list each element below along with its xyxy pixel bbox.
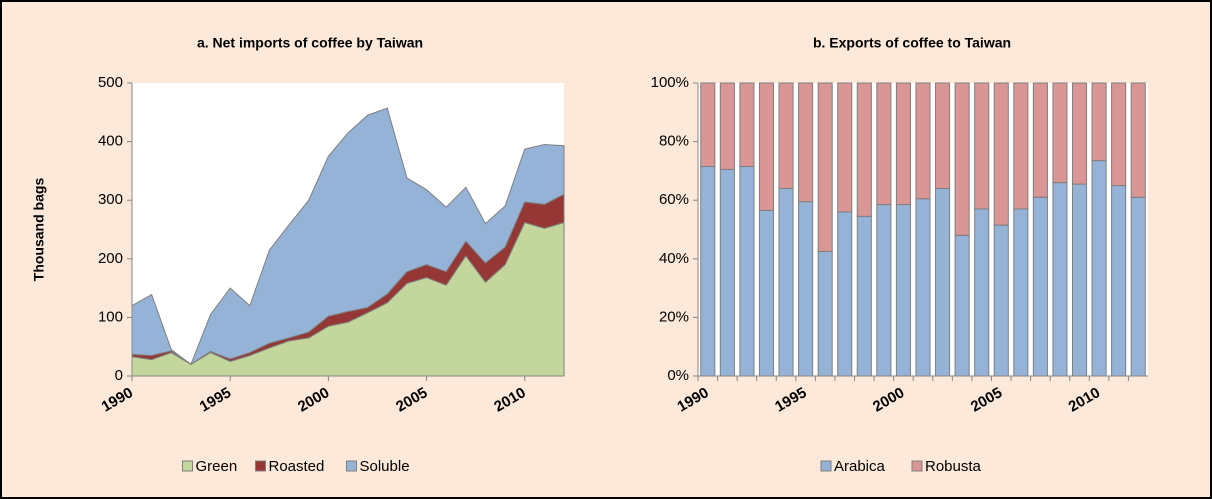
area (131, 107, 565, 366)
bar (758, 209, 775, 377)
legend-label: Robusta (925, 458, 982, 475)
bar (993, 224, 1009, 377)
bar (1111, 82, 1127, 187)
y-tick-label: 500 (98, 74, 123, 91)
bar (954, 234, 970, 377)
bar (700, 82, 716, 168)
bar (700, 166, 716, 377)
y-tick-label: 100% (651, 74, 689, 91)
bar (1032, 196, 1048, 377)
bar (1091, 82, 1107, 162)
bar (778, 187, 794, 377)
bar (974, 208, 990, 377)
bar (719, 82, 735, 170)
bar (1052, 182, 1068, 377)
legend-swatch (911, 460, 923, 472)
legend-swatch (346, 460, 357, 472)
bar (739, 82, 755, 168)
bar (993, 82, 1009, 226)
bar (1111, 185, 1127, 377)
legend-label: Roasted (269, 458, 325, 475)
legend-swatch (182, 460, 193, 472)
bar (778, 82, 794, 189)
legend-swatch (255, 460, 266, 472)
bar (1130, 82, 1146, 198)
y-tick-label: 200 (98, 250, 123, 267)
bar (974, 82, 990, 210)
y-tick-label: 300 (98, 191, 123, 208)
bar (895, 204, 911, 377)
bar (1032, 82, 1048, 198)
bar (719, 168, 735, 377)
y-tick-label: 100 (98, 308, 123, 325)
legend-label: Soluble (360, 458, 410, 475)
y-tick-label: 60% (659, 191, 689, 208)
y-tick-label: 0% (667, 367, 689, 384)
bar (837, 211, 853, 377)
bar (817, 250, 833, 377)
y-tick-label: 40% (659, 250, 689, 267)
bar (1130, 196, 1146, 377)
bar (798, 82, 814, 203)
bar (935, 82, 951, 189)
y-axis-label: Thousand bags (31, 178, 47, 282)
bar (1013, 208, 1029, 377)
bar (837, 82, 853, 213)
bar (817, 82, 833, 252)
y-tick-label: 0 (115, 367, 123, 384)
bar (1013, 82, 1029, 210)
chart-title: a. Net imports of coffee by Taiwan (197, 35, 423, 51)
bar (856, 215, 872, 377)
chart-title: b. Exports of coffee to Taiwan (813, 35, 1011, 51)
bar (876, 204, 892, 377)
bar (1052, 82, 1068, 184)
bar (1071, 183, 1088, 377)
y-tick-label: 80% (659, 133, 689, 150)
legend-label: Arabica (834, 458, 886, 475)
legend-swatch (820, 460, 832, 472)
bar (1071, 82, 1088, 185)
bar (935, 187, 951, 377)
bar (739, 166, 755, 377)
bar (1091, 160, 1107, 377)
bar (798, 201, 814, 377)
y-tick-label: 400 (98, 133, 123, 150)
y-tick-label: 20% (659, 308, 689, 325)
bar (758, 82, 775, 211)
bar (856, 82, 872, 217)
bar (915, 82, 931, 200)
bar (915, 198, 931, 377)
bar (895, 82, 911, 206)
bar (876, 82, 892, 206)
bar (954, 82, 970, 236)
legend-label: Green (196, 458, 238, 475)
